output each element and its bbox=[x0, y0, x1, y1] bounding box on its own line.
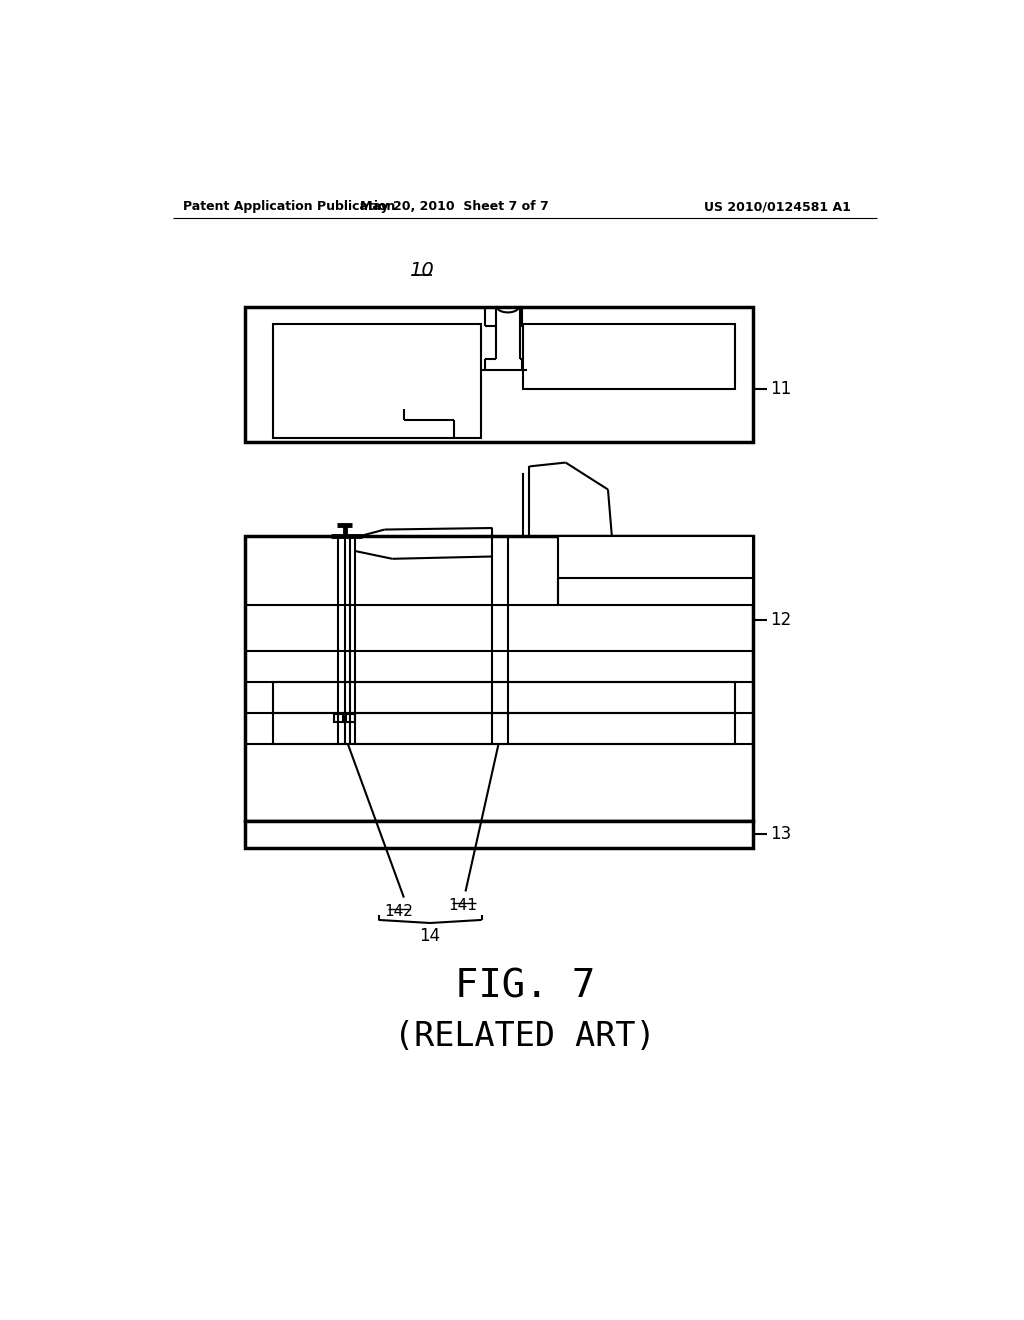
Text: 141: 141 bbox=[449, 898, 477, 912]
Bar bbox=[273, 682, 735, 743]
Text: 14: 14 bbox=[420, 927, 440, 945]
Bar bbox=[273, 323, 481, 438]
Text: US 2010/0124581 A1: US 2010/0124581 A1 bbox=[703, 201, 851, 214]
Text: FIG. 7: FIG. 7 bbox=[455, 968, 595, 1005]
Text: 10: 10 bbox=[410, 260, 434, 280]
Bar bbox=[523, 323, 735, 389]
Bar bbox=[346, 714, 355, 722]
Text: May 20, 2010  Sheet 7 of 7: May 20, 2010 Sheet 7 of 7 bbox=[359, 201, 548, 214]
Bar bbox=[245, 821, 753, 847]
Bar bbox=[245, 308, 753, 442]
Text: 11: 11 bbox=[770, 380, 791, 399]
Bar bbox=[558, 536, 753, 605]
Text: 142: 142 bbox=[384, 904, 413, 919]
Text: Patent Application Publication: Patent Application Publication bbox=[183, 201, 395, 214]
Text: 12: 12 bbox=[770, 611, 791, 630]
Bar bbox=[245, 536, 753, 821]
Bar bbox=[334, 714, 343, 722]
Text: (RELATED ART): (RELATED ART) bbox=[394, 1019, 655, 1053]
Text: 13: 13 bbox=[770, 825, 791, 842]
